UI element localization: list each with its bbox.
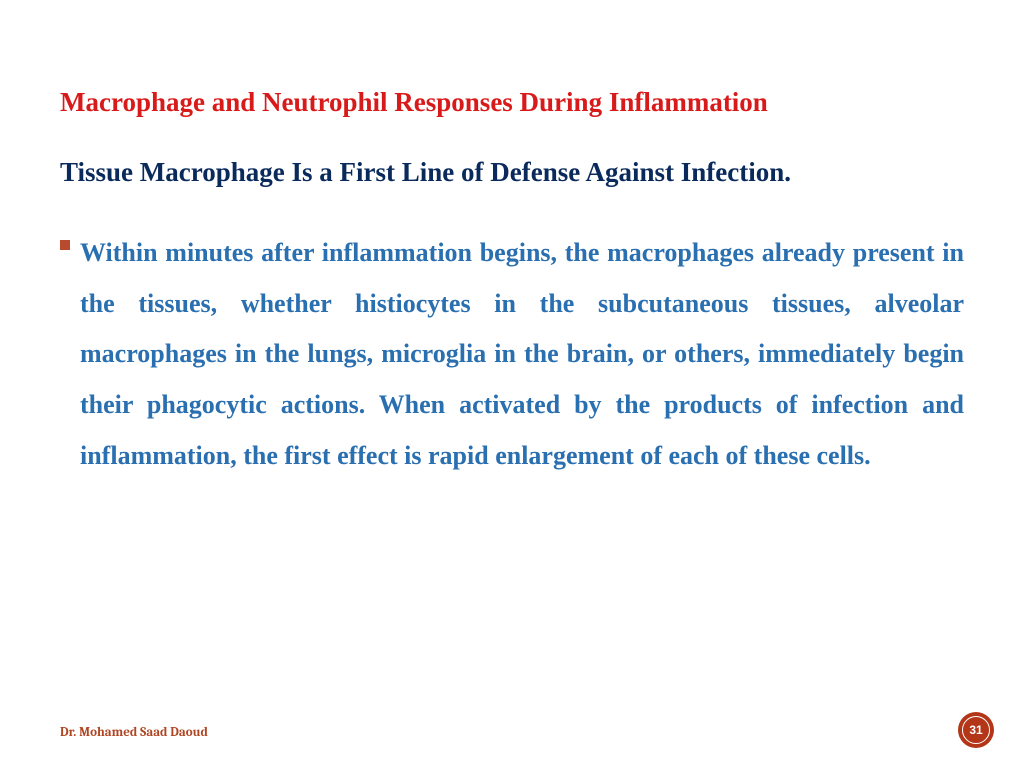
slide-body-text: Within minutes after inflammation begins… (80, 228, 964, 481)
slide-title: Macrophage and Neutrophil Responses Duri… (60, 85, 964, 120)
bullet-square-icon (60, 240, 70, 250)
slide-container: Macrophage and Neutrophil Responses Duri… (0, 0, 1024, 768)
page-number: 31 (962, 716, 990, 744)
slide-subtitle: Tissue Macrophage Is a First Line of Def… (60, 148, 964, 198)
bullet-item: Within minutes after inflammation begins… (60, 228, 964, 481)
footer-author: Dr. Mohamed Saad Daoud (60, 725, 208, 740)
page-number-badge: 31 (958, 712, 994, 748)
